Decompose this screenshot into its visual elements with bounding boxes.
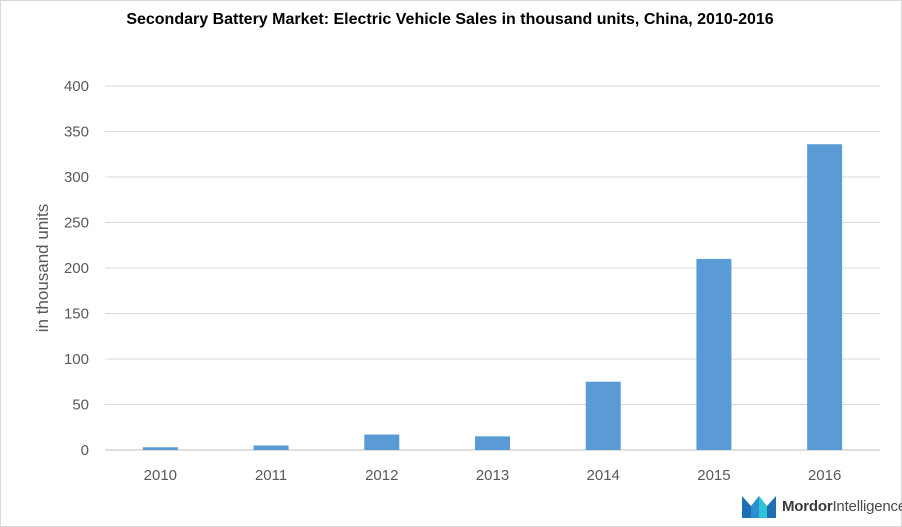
- y-tick-label: 100: [64, 351, 89, 368]
- bar-2014: [585, 381, 621, 450]
- bar-2015: [696, 258, 732, 450]
- gridlines: [105, 85, 880, 451]
- x-tick-label: 2011: [255, 467, 287, 484]
- y-tick-label: 250: [64, 215, 89, 232]
- x-tick-labels: 2010 2011 2012 2013 2014 2015 2016: [144, 467, 842, 484]
- y-tick-label: 0: [81, 442, 89, 459]
- bars: [142, 144, 843, 451]
- y-tick-label: 150: [64, 306, 89, 323]
- y-tick-labels: 0 50 100 150 200 250 300 350 400: [64, 78, 89, 459]
- mordor-intelligence-logo: MordorIntelligence: [742, 493, 902, 519]
- x-tick-label: 2015: [697, 467, 730, 484]
- bar-2012: [364, 434, 400, 450]
- x-tick-label: 2010: [144, 467, 177, 484]
- x-tick-label: 2012: [365, 467, 398, 484]
- y-tick-label: 300: [64, 169, 89, 186]
- y-tick-label: 200: [64, 260, 89, 277]
- x-tick-label: 2014: [587, 467, 620, 484]
- bar-2016: [807, 144, 843, 451]
- chart-title: Secondary Battery Market: Electric Vehic…: [126, 11, 774, 28]
- y-axis-label: in thousand units: [33, 204, 52, 333]
- bar-2010: [142, 447, 178, 450]
- x-tick-label: 2013: [476, 467, 509, 484]
- bar-2013: [475, 436, 510, 450]
- logo-text: MordorIntelligence: [782, 497, 902, 515]
- mordor-logo-icon: [742, 496, 776, 518]
- y-tick-label: 50: [72, 397, 89, 414]
- y-tick-label: 400: [64, 78, 89, 95]
- bar-2011: [253, 445, 289, 450]
- y-tick-label: 350: [64, 124, 89, 141]
- x-tick-label: 2016: [808, 467, 841, 484]
